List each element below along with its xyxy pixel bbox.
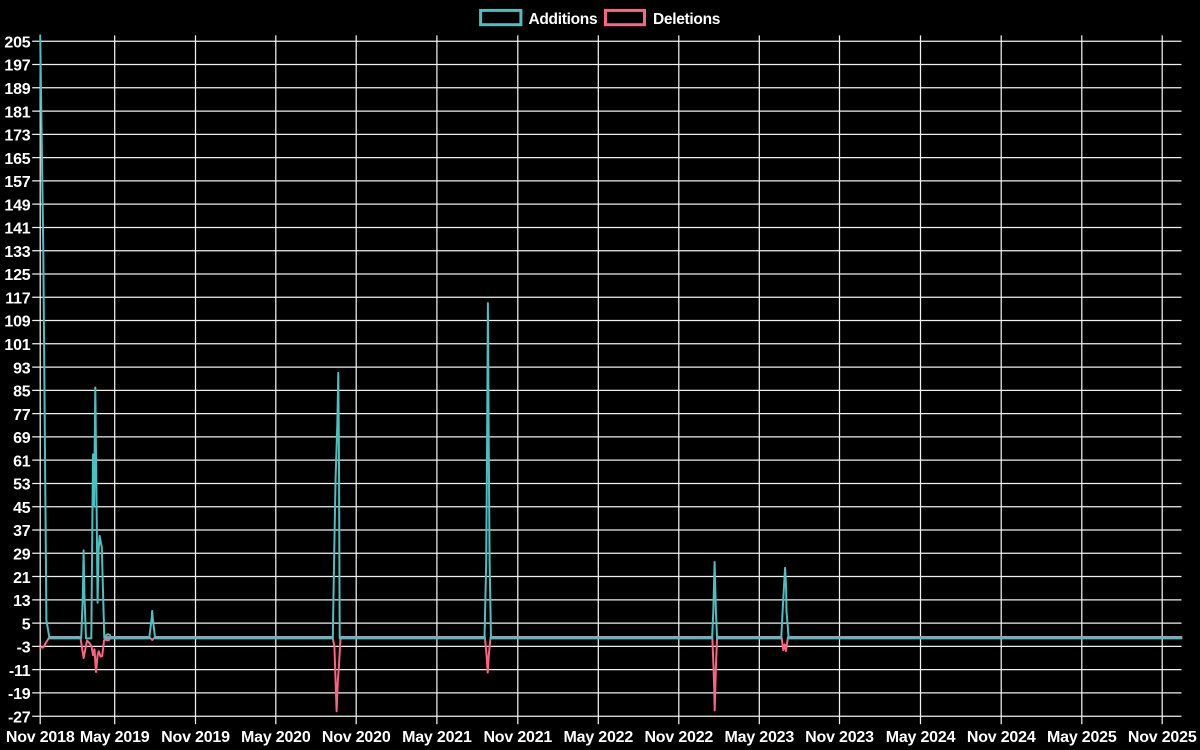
svg-text:149: 149 (4, 197, 30, 214)
svg-text:Nov 2022: Nov 2022 (644, 729, 713, 746)
svg-text:181: 181 (4, 104, 30, 121)
svg-text:Deletions: Deletions (653, 11, 720, 28)
svg-text:May 2023: May 2023 (725, 729, 795, 746)
svg-text:77: 77 (13, 407, 31, 424)
svg-text:May 2020: May 2020 (241, 729, 311, 746)
svg-text:5: 5 (22, 616, 31, 633)
svg-text:125: 125 (4, 267, 30, 284)
svg-text:-19: -19 (8, 686, 31, 703)
svg-text:-3: -3 (17, 640, 31, 657)
svg-text:53: 53 (13, 477, 31, 494)
svg-text:May 2024: May 2024 (886, 729, 956, 746)
svg-text:205: 205 (4, 34, 30, 51)
svg-text:69: 69 (13, 430, 31, 447)
svg-text:157: 157 (4, 174, 30, 191)
svg-text:Nov 2025: Nov 2025 (1128, 729, 1197, 746)
svg-text:117: 117 (5, 290, 31, 307)
svg-text:21: 21 (13, 570, 31, 587)
svg-text:Nov 2020: Nov 2020 (322, 729, 391, 746)
svg-text:197: 197 (4, 58, 30, 75)
svg-text:37: 37 (13, 523, 31, 540)
svg-text:45: 45 (13, 500, 31, 517)
svg-text:May 2025: May 2025 (1047, 729, 1117, 746)
svg-text:Nov 2019: Nov 2019 (161, 729, 230, 746)
svg-text:101: 101 (4, 337, 30, 354)
svg-text:Nov 2024: Nov 2024 (967, 729, 1036, 746)
svg-text:Nov 2023: Nov 2023 (805, 729, 874, 746)
svg-text:189: 189 (4, 81, 30, 98)
svg-text:173: 173 (4, 128, 30, 145)
svg-text:13: 13 (13, 593, 31, 610)
svg-text:165: 165 (4, 151, 30, 168)
svg-text:May 2019: May 2019 (80, 729, 150, 746)
svg-text:Nov 2021: Nov 2021 (483, 729, 552, 746)
svg-text:May 2022: May 2022 (564, 729, 634, 746)
svg-text:-11: -11 (9, 663, 31, 680)
svg-text:-27: -27 (8, 709, 31, 726)
svg-text:93: 93 (13, 360, 31, 377)
svg-text:May 2021: May 2021 (402, 729, 472, 746)
svg-text:141: 141 (4, 221, 30, 238)
svg-text:85: 85 (13, 384, 31, 401)
svg-text:61: 61 (13, 453, 31, 470)
svg-text:109: 109 (4, 314, 30, 331)
svg-text:29: 29 (13, 546, 31, 563)
svg-text:Nov 2018: Nov 2018 (6, 729, 75, 746)
svg-text:133: 133 (4, 244, 30, 261)
svg-text:Additions: Additions (529, 11, 598, 28)
